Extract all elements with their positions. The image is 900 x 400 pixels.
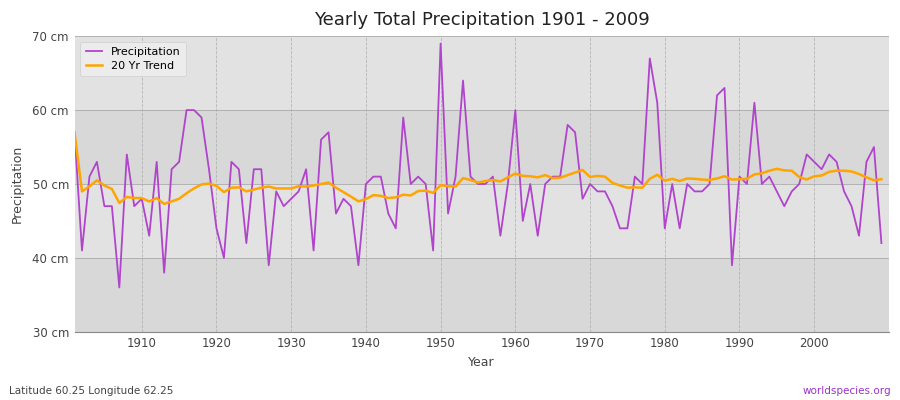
Precipitation xyxy=(518,218,528,223)
Precipitation xyxy=(346,204,356,208)
Precipitation xyxy=(301,167,311,172)
20 Yr Trend xyxy=(607,180,617,185)
20 Yr Trend xyxy=(129,196,140,200)
Line: Precipitation: Precipitation xyxy=(75,44,881,288)
Precipitation xyxy=(69,130,80,135)
Title: Yearly Total Precipitation 1901 - 2009: Yearly Total Precipitation 1901 - 2009 xyxy=(314,11,650,29)
Precipitation xyxy=(436,41,446,46)
X-axis label: Year: Year xyxy=(468,356,495,369)
Bar xyxy=(75,110,889,184)
Precipitation xyxy=(114,285,125,290)
Text: Latitude 60.25 Longitude 62.25: Latitude 60.25 Longitude 62.25 xyxy=(9,386,174,396)
20 Yr Trend xyxy=(510,171,521,176)
Precipitation xyxy=(525,182,535,186)
Line: 20 Yr Trend: 20 Yr Trend xyxy=(75,132,881,204)
Bar xyxy=(75,258,889,332)
Precipitation xyxy=(615,226,626,231)
20 Yr Trend xyxy=(518,174,528,178)
20 Yr Trend xyxy=(301,184,311,189)
20 Yr Trend xyxy=(346,194,356,199)
20 Yr Trend xyxy=(158,202,169,206)
Bar xyxy=(75,36,889,110)
Text: worldspecies.org: worldspecies.org xyxy=(803,386,891,396)
Bar xyxy=(75,184,889,258)
Y-axis label: Precipitation: Precipitation xyxy=(11,145,24,223)
20 Yr Trend xyxy=(69,130,80,135)
Legend: Precipitation, 20 Yr Trend: Precipitation, 20 Yr Trend xyxy=(80,42,186,76)
Precipitation xyxy=(136,196,147,201)
20 Yr Trend xyxy=(876,177,886,182)
Precipitation xyxy=(876,241,886,246)
